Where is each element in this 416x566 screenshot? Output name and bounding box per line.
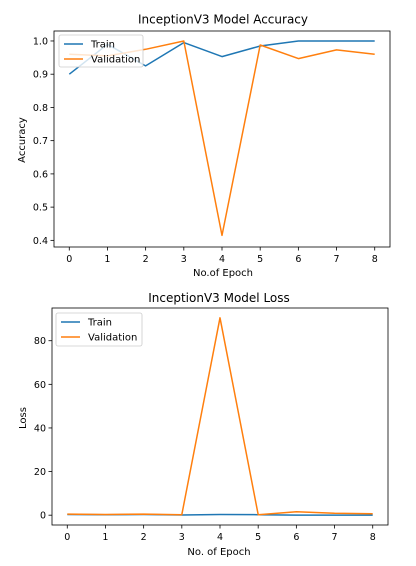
- loss-chart-title: InceptionV3 Model Loss: [148, 291, 290, 305]
- accuracy-x-tick-label: 4: [219, 254, 225, 265]
- accuracy-y-axis-label: Accuracy: [17, 117, 28, 163]
- loss-x-tick-label: 5: [255, 532, 261, 543]
- accuracy-legend-validation-label: Validation: [91, 55, 140, 66]
- loss-x-tick-label: 7: [332, 532, 338, 543]
- loss-legend-validation-label: Validation: [88, 333, 137, 344]
- accuracy-plot-frame: [53, 30, 391, 248]
- accuracy-x-tick-label: 0: [66, 254, 72, 265]
- accuracy-chart: InceptionV3 Model Accuracy No.of Epoch A…: [17, 13, 391, 279]
- accuracy-legend: Train Validation: [58, 34, 144, 68]
- accuracy-series: [68, 40, 375, 237]
- accuracy-y-tick-label: 0.5: [33, 203, 48, 214]
- loss-chart: InceptionV3 Model Loss No. of Epoch Loss…: [18, 291, 389, 558]
- accuracy-x-tick-label: 1: [104, 254, 110, 265]
- accuracy-x-tick-label: 7: [334, 254, 340, 265]
- loss-legend-train-label: Train: [87, 318, 112, 329]
- loss-validation-line: [67, 317, 373, 516]
- loss-plot-frame: [51, 307, 389, 526]
- accuracy-x-tick-label: 6: [295, 254, 301, 265]
- accuracy-y-tick-label: 0.6: [33, 169, 48, 180]
- accuracy-x-tick-label: 5: [257, 254, 263, 265]
- accuracy-y-tick-label: 1.0: [33, 36, 48, 47]
- accuracy-ticks: 0 1 2 3 4 5 6 7 8 0.4 0.5 0.6 0.7 0.8 0.9 1.0: [33, 36, 378, 265]
- loss-x-tick-label: 4: [217, 532, 223, 543]
- loss-x-tick-label: 6: [293, 532, 299, 543]
- loss-x-tick-label: 3: [179, 532, 185, 543]
- loss-x-axis-label: No. of Epoch: [187, 547, 250, 558]
- loss-y-tick-label: 20: [34, 467, 46, 478]
- accuracy-x-axis-label: No.of Epoch: [193, 268, 253, 279]
- loss-x-tick-label: 8: [370, 532, 376, 543]
- loss-y-tick-label: 60: [34, 380, 46, 391]
- accuracy-y-tick-label: 0.7: [33, 136, 48, 147]
- loss-x-tick-label: 0: [64, 532, 70, 543]
- accuracy-y-tick-label: 0.8: [33, 103, 48, 114]
- loss-y-axis-label: Loss: [18, 407, 29, 429]
- loss-y-tick-label: 0: [40, 511, 46, 522]
- accuracy-chart-title: InceptionV3 Model Accuracy: [138, 13, 308, 27]
- loss-x-tick-label: 2: [141, 532, 147, 543]
- accuracy-validation-line: [69, 40, 375, 237]
- accuracy-x-tick-label: 2: [143, 254, 149, 265]
- loss-x-tick-label: 1: [102, 532, 108, 543]
- accuracy-y-tick-label: 0.4: [33, 236, 48, 247]
- loss-y-tick-label: 80: [34, 336, 46, 347]
- accuracy-y-tick-label: 0.9: [33, 70, 48, 81]
- loss-y-tick-label: 40: [34, 423, 46, 434]
- accuracy-x-tick-label: 3: [181, 254, 187, 265]
- accuracy-x-tick-label: 8: [372, 254, 378, 265]
- loss-legend: Train Validation: [55, 312, 143, 347]
- loss-series: [67, 317, 373, 516]
- accuracy-legend-train-label: Train: [90, 40, 115, 51]
